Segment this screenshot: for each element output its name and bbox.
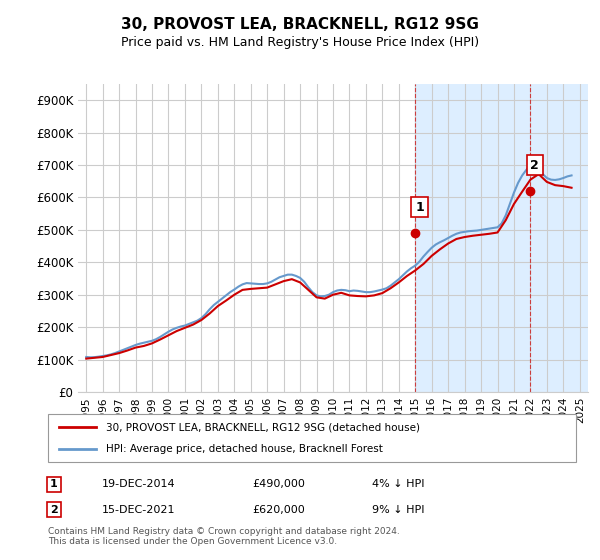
Text: £620,000: £620,000 — [252, 505, 305, 515]
Text: 15-DEC-2021: 15-DEC-2021 — [102, 505, 176, 515]
Text: 4% ↓ HPI: 4% ↓ HPI — [372, 479, 425, 489]
Text: 2: 2 — [530, 158, 539, 171]
Text: 2: 2 — [50, 505, 58, 515]
Text: 9% ↓ HPI: 9% ↓ HPI — [372, 505, 425, 515]
Text: 1: 1 — [415, 200, 424, 214]
Text: Price paid vs. HM Land Registry's House Price Index (HPI): Price paid vs. HM Land Registry's House … — [121, 36, 479, 49]
Bar — [415, 84, 588, 392]
Text: 19-DEC-2014: 19-DEC-2014 — [102, 479, 176, 489]
Text: 30, PROVOST LEA, BRACKNELL, RG12 9SG (detached house): 30, PROVOST LEA, BRACKNELL, RG12 9SG (de… — [106, 422, 420, 432]
Text: Contains HM Land Registry data © Crown copyright and database right 2024.
This d: Contains HM Land Registry data © Crown c… — [48, 526, 400, 546]
Text: £490,000: £490,000 — [252, 479, 305, 489]
Text: 30, PROVOST LEA, BRACKNELL, RG12 9SG: 30, PROVOST LEA, BRACKNELL, RG12 9SG — [121, 17, 479, 32]
FancyBboxPatch shape — [48, 414, 576, 462]
Text: 1: 1 — [50, 479, 58, 489]
Text: HPI: Average price, detached house, Bracknell Forest: HPI: Average price, detached house, Brac… — [106, 444, 383, 454]
